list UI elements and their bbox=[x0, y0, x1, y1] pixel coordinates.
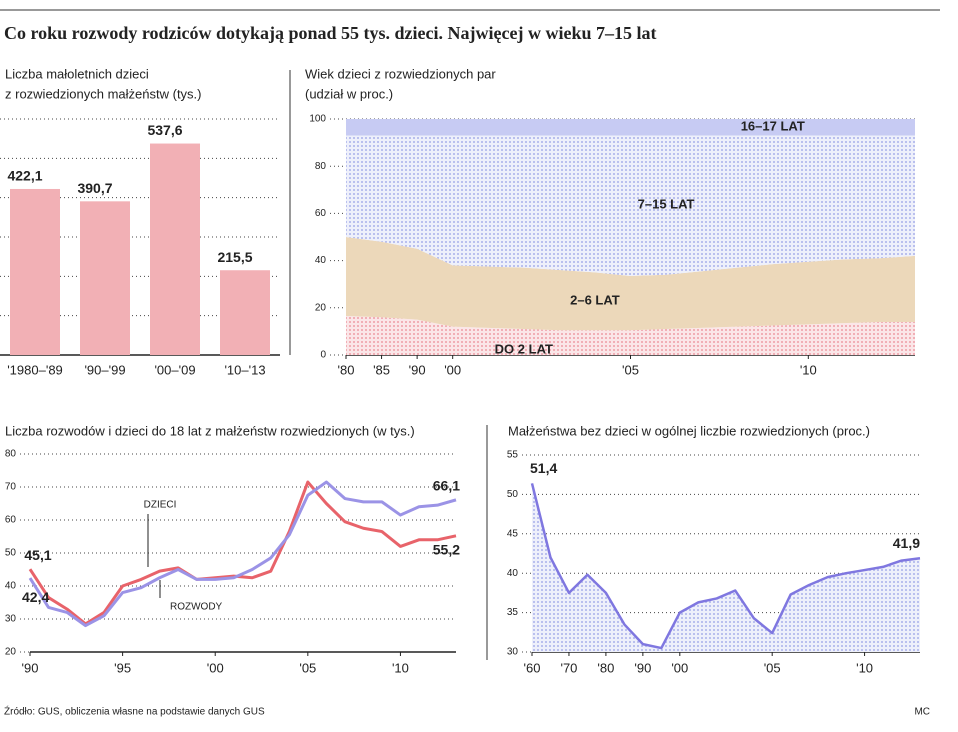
x-tick-label: '90 bbox=[634, 660, 651, 675]
x-tick-label: '80 bbox=[597, 660, 614, 675]
x-tick-label: '85 bbox=[373, 362, 390, 377]
x-tick-label: '10 bbox=[392, 660, 409, 675]
legend-label: DZIECI bbox=[144, 500, 177, 511]
y-tick-label: 50 bbox=[5, 548, 17, 559]
x-tick-label: '80 bbox=[338, 362, 355, 377]
x-tick-label: '95 bbox=[114, 660, 131, 675]
chart-title: z rozwiedzionych małżeństw (tys.) bbox=[5, 86, 202, 101]
x-tick-label: '10–'13 bbox=[224, 362, 265, 377]
y-tick-label: 30 bbox=[507, 647, 519, 658]
x-tick-label: '05 bbox=[622, 362, 639, 377]
legend-label: ROZWODY bbox=[170, 602, 223, 613]
x-tick-label: '10 bbox=[800, 362, 817, 377]
bar bbox=[10, 188, 60, 355]
bar bbox=[220, 270, 270, 355]
x-tick-label: '60 bbox=[524, 660, 541, 675]
credit: MC bbox=[914, 707, 930, 718]
chart-title: Wiek dzieci z rozwiedzionych par bbox=[305, 66, 496, 81]
source: Źródło: GUS, obliczenia własne na podsta… bbox=[4, 705, 265, 718]
x-tick-label: '90–'99 bbox=[84, 362, 125, 377]
y-tick-label: 55 bbox=[507, 450, 519, 461]
y-tick-label: 100 bbox=[309, 114, 326, 125]
y-tick-label: 50 bbox=[507, 489, 519, 500]
x-tick-label: '00 bbox=[444, 362, 461, 377]
x-tick-label: '00 bbox=[671, 660, 688, 675]
chart-title: Liczba rozwodów i dzieci do 18 lat z mał… bbox=[5, 423, 415, 438]
y-tick-label: 40 bbox=[315, 255, 327, 266]
line bbox=[28, 480, 457, 628]
x-tick-label: '05 bbox=[299, 660, 316, 675]
y-tick-label: 40 bbox=[5, 581, 17, 592]
x-tick-label: '10 bbox=[856, 660, 873, 675]
area-band bbox=[346, 135, 915, 276]
x-tick-label: '00 bbox=[207, 660, 224, 675]
area-band bbox=[346, 119, 915, 136]
y-tick-label: 0 bbox=[320, 350, 326, 361]
area-band bbox=[346, 316, 915, 355]
bar bbox=[150, 143, 200, 355]
main-title: Co roku rozwody rodziców dotykają ponad … bbox=[4, 23, 656, 43]
y-tick-label: 40 bbox=[507, 568, 519, 579]
y-tick-label: 30 bbox=[5, 614, 17, 625]
area-band bbox=[346, 237, 915, 331]
value-label: 537,6 bbox=[147, 122, 182, 138]
chart-title: Małżeństwa bez dzieci w ogólnej liczbie … bbox=[508, 423, 870, 438]
value-label: 45,1 bbox=[24, 547, 51, 563]
y-tick-label: 80 bbox=[5, 449, 17, 460]
value-label: 51,4 bbox=[530, 460, 557, 476]
y-tick-label: 60 bbox=[5, 515, 17, 526]
chart-title: (udział w proc.) bbox=[305, 86, 393, 101]
y-tick-label: 20 bbox=[5, 647, 17, 658]
chart-title: Liczba małoletnich dzieci bbox=[5, 66, 149, 81]
y-tick-label: 45 bbox=[507, 528, 519, 539]
area-label: 16–17 LAT bbox=[741, 119, 805, 134]
line bbox=[28, 480, 457, 626]
value-label: 422,1 bbox=[7, 168, 42, 184]
x-tick-label: '00–'09 bbox=[154, 362, 195, 377]
value-label: 390,7 bbox=[77, 180, 112, 196]
value-label: 42,4 bbox=[22, 589, 49, 605]
area bbox=[532, 483, 920, 652]
area-label: 7–15 LAT bbox=[638, 197, 695, 212]
area-label: DO 2 LAT bbox=[495, 341, 553, 356]
line bbox=[530, 483, 921, 650]
x-tick-label: '1980–'89 bbox=[7, 362, 63, 377]
y-tick-label: 60 bbox=[315, 208, 327, 219]
value-label: 55,2 bbox=[433, 542, 460, 558]
y-tick-label: 80 bbox=[315, 161, 327, 172]
bar bbox=[80, 201, 130, 355]
x-tick-label: '90 bbox=[409, 362, 426, 377]
y-tick-label: 35 bbox=[507, 607, 519, 618]
value-label: 41,9 bbox=[893, 535, 920, 551]
x-tick-label: '70 bbox=[560, 660, 577, 675]
charts: Liczba małoletnich dzieci z rozwiedzionyc… bbox=[0, 66, 920, 675]
y-tick-label: 20 bbox=[315, 302, 327, 313]
y-tick-label: 70 bbox=[5, 482, 17, 493]
value-label: 66,1 bbox=[433, 478, 460, 494]
x-tick-label: '05 bbox=[764, 660, 781, 675]
area-label: 2–6 LAT bbox=[570, 293, 620, 308]
x-tick-label: '90 bbox=[22, 660, 39, 675]
value-label: 215,5 bbox=[217, 249, 252, 265]
